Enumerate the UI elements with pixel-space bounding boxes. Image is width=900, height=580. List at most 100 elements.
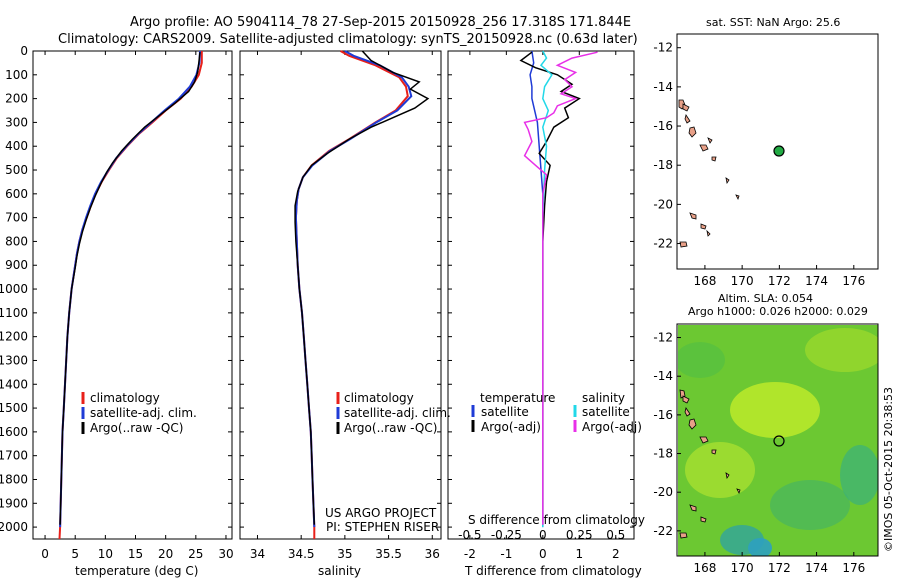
island bbox=[679, 532, 688, 539]
island bbox=[679, 241, 688, 248]
x-tick-label: 2 bbox=[612, 547, 620, 561]
difference-legend: temperature salinity satellite Argo(-adj… bbox=[471, 391, 642, 434]
island bbox=[684, 114, 691, 124]
temperature-plot: 0 5 10 15 20 25 30 bbox=[33, 50, 234, 561]
top-tick-label: 0.5 bbox=[606, 528, 625, 542]
series-line-temperature-satellite bbox=[529, 50, 544, 528]
depth-tick-label: 1100 bbox=[0, 306, 28, 320]
lat-tick-label: -22 bbox=[653, 524, 673, 538]
x-tick-label: 15 bbox=[128, 547, 143, 561]
sla-map-frame bbox=[676, 323, 879, 557]
depth-tick-label: 1400 bbox=[0, 377, 28, 391]
lat-tick-label: -18 bbox=[653, 447, 673, 461]
lon-tick-label: 168 bbox=[693, 561, 716, 575]
lon-tick-label: 176 bbox=[842, 561, 865, 575]
island bbox=[688, 418, 697, 430]
depth-tick-label: 1000 bbox=[0, 282, 28, 296]
island bbox=[711, 156, 717, 162]
series-line-salinity-satellite bbox=[539, 50, 553, 528]
islands bbox=[678, 99, 740, 248]
lon-tick-label: 172 bbox=[768, 561, 791, 575]
lat-tick-label: -18 bbox=[653, 158, 673, 172]
lon-tick-label: 176 bbox=[842, 274, 865, 288]
top-tick-label: -0.5 bbox=[458, 528, 481, 542]
imos-stamp: ©IMOS 05-Oct-2015 20:38:53 bbox=[882, 387, 895, 552]
series-line-satellite-adj-clim- bbox=[59, 50, 201, 528]
x-tick-label: 35 bbox=[337, 547, 352, 561]
x-tick-label: 35.5 bbox=[375, 547, 402, 561]
island bbox=[689, 212, 697, 220]
sla-patch bbox=[730, 382, 820, 438]
island bbox=[699, 436, 709, 444]
sst-map-axes: 168 170 172 174 176 -12 -14 -16 -18 -20 -22 bbox=[653, 41, 865, 288]
depth-tick-label: 400 bbox=[5, 139, 28, 153]
depth-tick-label: 600 bbox=[5, 187, 28, 201]
series-line-satellite-adj-clim- bbox=[294, 50, 413, 528]
depth-tick-label: 300 bbox=[5, 115, 28, 129]
temperature-legend: climatology satellite-adj. clim. Argo(..… bbox=[81, 391, 197, 435]
depth-tick-label: 500 bbox=[5, 163, 28, 177]
lon-tick-label: 168 bbox=[693, 274, 716, 288]
legend-label-argo: Argo(..raw -QC) bbox=[90, 421, 183, 435]
depth-tick-label: 1900 bbox=[0, 496, 28, 510]
lon-tick-label: 172 bbox=[768, 274, 791, 288]
legend-title-temperature: temperature bbox=[480, 391, 555, 405]
s-difference-axis-label: S difference from climatology bbox=[468, 513, 645, 527]
sla-map-axes: 168 170 172 174 176 -12 -14 -16 -18 -20 -22 bbox=[653, 331, 865, 575]
credit-pi: PI: STEPHEN RISER bbox=[326, 520, 439, 534]
lat-tick-label: -16 bbox=[653, 119, 673, 133]
lat-tick-label: -20 bbox=[653, 485, 673, 499]
x-tick-label: -2 bbox=[464, 547, 476, 561]
lat-tick-label: -22 bbox=[653, 237, 673, 251]
sla-patch bbox=[805, 328, 878, 372]
depth-tick-label: 1300 bbox=[0, 353, 28, 367]
lat-tick-label: -14 bbox=[653, 80, 673, 94]
depth-tick-label: 1600 bbox=[0, 425, 28, 439]
depth-tick-label: 800 bbox=[5, 234, 28, 248]
sla-map-title-line2: Argo h1000: 0.026 h2000: 0.029 bbox=[688, 305, 868, 318]
island bbox=[707, 137, 713, 144]
island bbox=[689, 504, 697, 512]
credit-project: US ARGO PROJECT bbox=[325, 506, 437, 520]
lat-tick-label: -16 bbox=[653, 408, 673, 422]
x-tick-label: 0 bbox=[539, 547, 547, 561]
x-tick-label: 36 bbox=[425, 547, 440, 561]
sla-patch bbox=[770, 480, 850, 530]
series-line-temperature-argo-adj- bbox=[519, 51, 581, 525]
island bbox=[735, 194, 740, 201]
sla-patch bbox=[685, 442, 755, 498]
series-line-argo-raw-qc- bbox=[59, 52, 201, 525]
sla-map-title-line1: Altim. SLA: 0.054 bbox=[718, 292, 813, 305]
legend-label-s-satellite: satellite bbox=[582, 405, 630, 419]
lat-tick-label: -12 bbox=[653, 41, 673, 55]
depth-tick-label: 1500 bbox=[0, 401, 28, 415]
x-tick-label: -1 bbox=[500, 547, 512, 561]
depth-tick-label: 1200 bbox=[0, 330, 28, 344]
sla-patch bbox=[678, 342, 725, 378]
t-difference-axis-label: T difference from climatology bbox=[464, 564, 642, 578]
island bbox=[706, 229, 711, 237]
top-tick-label: 0 bbox=[539, 528, 547, 542]
top-tick-label: 0.25 bbox=[566, 528, 593, 542]
island bbox=[725, 177, 730, 185]
x-tick-label: 20 bbox=[158, 547, 173, 561]
island bbox=[736, 488, 741, 495]
depth-tick-label: 700 bbox=[5, 211, 28, 225]
island bbox=[700, 223, 707, 230]
legend-label-climatology: climatology bbox=[344, 391, 414, 405]
depth-tick-label: 0 bbox=[20, 44, 28, 58]
island bbox=[700, 516, 707, 523]
island bbox=[725, 472, 730, 480]
argo-float-marker bbox=[773, 435, 785, 447]
x-tick-label: 1 bbox=[575, 547, 583, 561]
legend-label-satellite: satellite-adj. clim. bbox=[344, 406, 451, 420]
salinity-axis-label: salinity bbox=[318, 564, 361, 578]
temperature-axis-label: temperature (deg C) bbox=[75, 564, 198, 578]
lat-tick-label: -14 bbox=[653, 369, 673, 383]
salinity-legend: climatology satellite-adj. clim. Argo(..… bbox=[325, 391, 451, 534]
series-line-salinity-argo-adj- bbox=[523, 51, 598, 525]
salinity-panel-frame bbox=[239, 50, 442, 540]
lon-tick-label: 170 bbox=[731, 561, 754, 575]
difference-plot: -2 -1 0 1 2 -0.5 -0.25 0 0.25 0.5 bbox=[448, 50, 634, 561]
